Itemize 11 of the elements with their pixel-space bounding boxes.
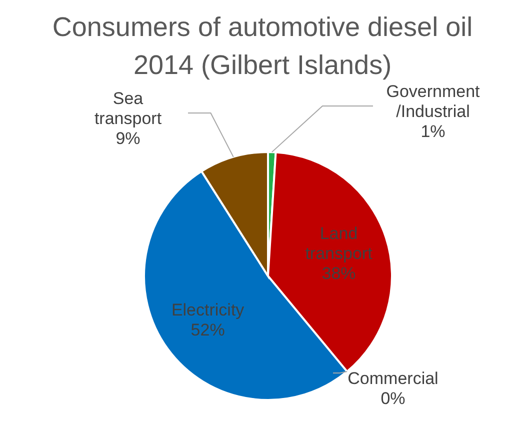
text: 0% (380, 389, 406, 408)
legend-label: Commercial (348, 369, 438, 388)
chart-title: Consumers of automotive diesel oil 2014 (Gilbert Islands) (52, 12, 473, 80)
slice-label: Government /Industrial (386, 82, 480, 121)
slice-label: Land transport (305, 224, 373, 264)
slice-label: Electricity (171, 300, 245, 320)
slice-label: Sea transport (94, 89, 162, 128)
data-label: 9% (116, 129, 140, 148)
data-label: 52% (190, 320, 225, 340)
data-label: 38% (322, 264, 356, 284)
data-label: 1% (420, 122, 446, 141)
